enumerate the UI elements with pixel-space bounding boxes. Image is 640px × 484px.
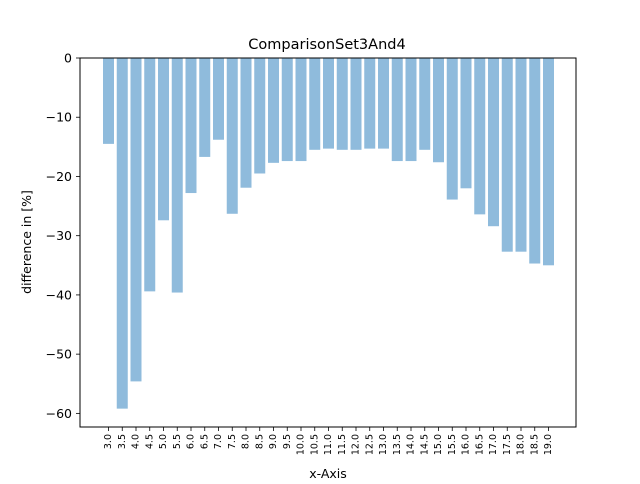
bar-11.0 [323, 58, 334, 149]
bar-12.0 [350, 58, 362, 150]
y-tick-label: −50 [46, 347, 72, 362]
x-tick-label: 4.0 [131, 434, 142, 449]
y-tick-label: 0 [64, 51, 72, 66]
x-axis-ticks: 3.0 3.5 4.0 4.5 5.0 5.5 6.0 6.5 7.0 7.5 8.0 8.5 9.0 9… [103, 427, 554, 455]
x-tick-label: 6.5 [199, 434, 210, 449]
y-tick-label: −10 [46, 110, 72, 125]
bar-18.0 [515, 58, 527, 252]
bar-9.0 [268, 58, 279, 163]
x-tick-label: 5.5 [172, 434, 183, 449]
x-tick-label: 15.5 [447, 434, 458, 455]
x-tick-label: 3.5 [117, 434, 128, 449]
bar-19.0 [543, 58, 554, 266]
x-tick-label: 9.0 [268, 434, 279, 449]
x-tick-label: 9.5 [282, 434, 293, 449]
x-tick-label: 16.0 [461, 434, 472, 455]
bar-5.0 [158, 58, 169, 221]
x-tick-label: 11.5 [337, 434, 348, 455]
x-tick-label: 12.5 [364, 434, 375, 455]
y-tick-label: −20 [46, 169, 72, 184]
bar-8.5 [254, 58, 266, 174]
x-tick-label: 12.0 [351, 434, 362, 455]
bar-18.5 [529, 58, 541, 264]
plot-frame [79, 57, 577, 428]
x-tick-label: 17.5 [502, 434, 513, 455]
chart-title: ComparisonSet3And4 [248, 37, 405, 53]
x-tick-label: 18.5 [529, 434, 540, 455]
bar-11.5 [336, 58, 348, 150]
x-tick-label: 13.5 [392, 434, 403, 455]
bar-17.5 [501, 58, 513, 252]
bar-16.0 [460, 58, 472, 189]
x-tick-label: 18.0 [516, 434, 527, 455]
x-tick-label: 7.0 [213, 434, 224, 449]
bar-14.0 [405, 58, 417, 162]
bar-10.5 [309, 58, 321, 150]
bar-5.5 [171, 58, 183, 293]
bar-7.5 [226, 58, 238, 214]
y-tick-label: −60 [46, 406, 72, 421]
y-axis-ticks: 0 −10 −20 −30 −40 −50 −60 [46, 51, 80, 421]
x-tick-label: 8.5 [254, 434, 265, 449]
bar-6.5 [199, 58, 211, 157]
x-tick-label: 6.0 [186, 434, 197, 449]
y-tick-label: −30 [46, 228, 72, 243]
x-tick-label: 10.5 [309, 434, 320, 455]
bar-9.5 [281, 58, 293, 162]
bar-15.0 [433, 58, 444, 163]
bar-16.5 [474, 58, 486, 215]
bar-4.0 [130, 58, 142, 382]
bar-7.0 [213, 58, 224, 140]
x-tick-label: 10.0 [296, 434, 307, 455]
x-tick-label: 11.0 [323, 434, 334, 455]
x-tick-label: 14.0 [406, 434, 417, 455]
x-axis-label: x-Axis [309, 466, 347, 480]
bar-10.0 [295, 58, 307, 162]
x-tick-label: 8.0 [241, 434, 252, 449]
bar-3.5 [116, 58, 128, 409]
bar-12.5 [364, 58, 376, 149]
x-tick-label: 13.0 [378, 434, 389, 455]
x-tick-label: 3.0 [103, 434, 114, 449]
bar-14.5 [419, 58, 431, 150]
bar-3.0 [103, 58, 114, 144]
x-tick-label: 19.0 [543, 434, 554, 455]
y-tick-label: −40 [46, 287, 72, 302]
bar-15.5 [446, 58, 458, 200]
x-tick-label: 15.0 [433, 434, 444, 455]
x-tick-label: 17.0 [488, 434, 499, 455]
bars-group [103, 58, 554, 409]
x-tick-label: 5.0 [158, 434, 169, 449]
bar-4.5 [144, 58, 156, 292]
x-tick-label: 7.5 [227, 434, 238, 449]
x-tick-label: 14.5 [419, 434, 430, 455]
bar-13.0 [378, 58, 389, 149]
bar-8.0 [240, 58, 252, 188]
y-axis-label: difference in [%] [19, 190, 34, 294]
bar-13.5 [391, 58, 403, 162]
x-tick-label: 16.5 [474, 434, 485, 455]
x-tick-label: 4.5 [144, 434, 155, 449]
bar-6.0 [185, 58, 197, 194]
bar-17.0 [488, 58, 499, 227]
